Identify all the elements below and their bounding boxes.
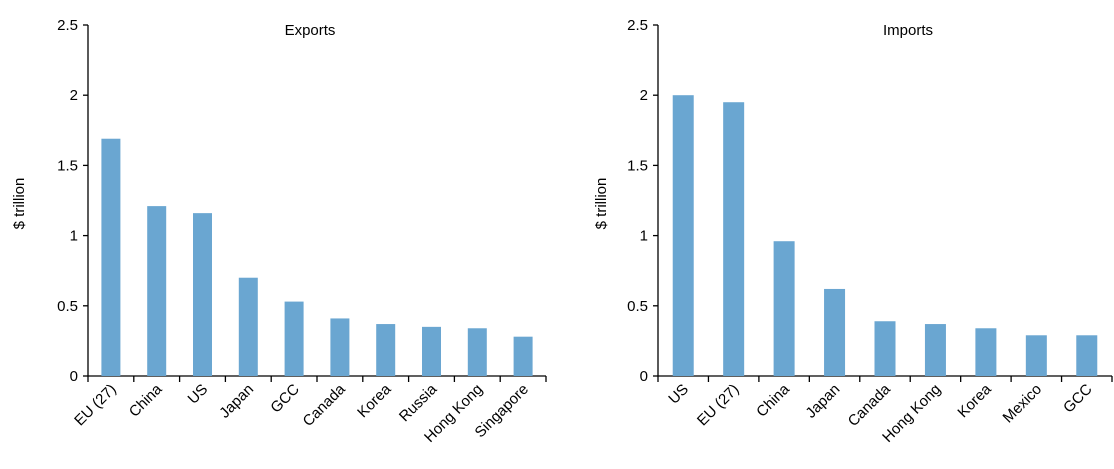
bar-canada	[874, 321, 896, 376]
exports-chart: Exports $ trillion 0 0.5 1 1.5 2 2.5 EU (27) Chin…	[11, 17, 547, 446]
y-tick-label: 0	[640, 368, 648, 385]
bar-china	[147, 206, 167, 376]
chart-title: Exports	[285, 22, 336, 39]
bar-hong-kong	[924, 324, 946, 376]
x-category-label: GCC	[267, 381, 303, 417]
x-category-label: Japan	[216, 381, 257, 422]
x-category-label: Japan	[802, 381, 843, 422]
bar-korea	[376, 324, 396, 376]
chart-title: Imports	[883, 22, 933, 39]
bar-gcc	[284, 301, 304, 376]
imports-chart: Imports $ trillion 0 0.5 1 1.5 2 2.5 US EU (27) Ch…	[593, 17, 1113, 446]
y-axis-label: $ trillion	[593, 178, 610, 230]
bar-us	[193, 213, 212, 376]
y-tick-label: 2	[70, 87, 78, 104]
bar-japan	[238, 277, 258, 376]
bar-russia	[422, 326, 441, 376]
y-tick-label: 1.5	[627, 157, 648, 174]
y-tick-label: 1.5	[57, 157, 78, 174]
bar-eu-27	[101, 138, 121, 376]
bar-mexico	[1025, 335, 1047, 376]
bar-gcc	[1076, 335, 1098, 376]
x-category-label: GCC	[1060, 381, 1096, 417]
x-category-label: Mexico	[1000, 381, 1046, 427]
y-axis-label: $ trillion	[11, 178, 28, 230]
x-category-label: Russia	[396, 380, 441, 425]
bar-canada	[330, 318, 350, 376]
bar-korea	[975, 328, 997, 376]
x-category-label: Korea	[354, 380, 395, 421]
x-category-label: Canada	[845, 380, 895, 430]
y-tick-label: 1	[640, 228, 648, 245]
y-tick-label: 2.5	[627, 17, 648, 34]
x-category-label: Korea	[954, 380, 995, 421]
y-tick-label: 2.5	[57, 17, 78, 34]
bar-singapore	[513, 336, 533, 376]
x-category-label: US	[665, 381, 692, 408]
y-tick-label: 1	[70, 228, 78, 245]
bar-eu-27	[723, 102, 745, 376]
x-category-label: China	[753, 380, 793, 420]
y-tick-label: 2	[640, 87, 648, 104]
bar-us	[672, 95, 694, 376]
x-category-label: Canada	[300, 380, 350, 430]
y-tick-label: 0	[70, 368, 78, 385]
y-tick-label: 0.5	[627, 298, 648, 315]
x-category-label: EU (27)	[694, 381, 743, 430]
y-tick-label: 0.5	[57, 298, 78, 315]
bar-hong-kong	[467, 328, 487, 376]
bar-japan	[824, 288, 846, 376]
x-category-label: EU (27)	[71, 381, 120, 430]
x-category-label: China	[126, 380, 166, 420]
bar-china	[773, 241, 795, 376]
x-category-label: US	[185, 381, 212, 408]
